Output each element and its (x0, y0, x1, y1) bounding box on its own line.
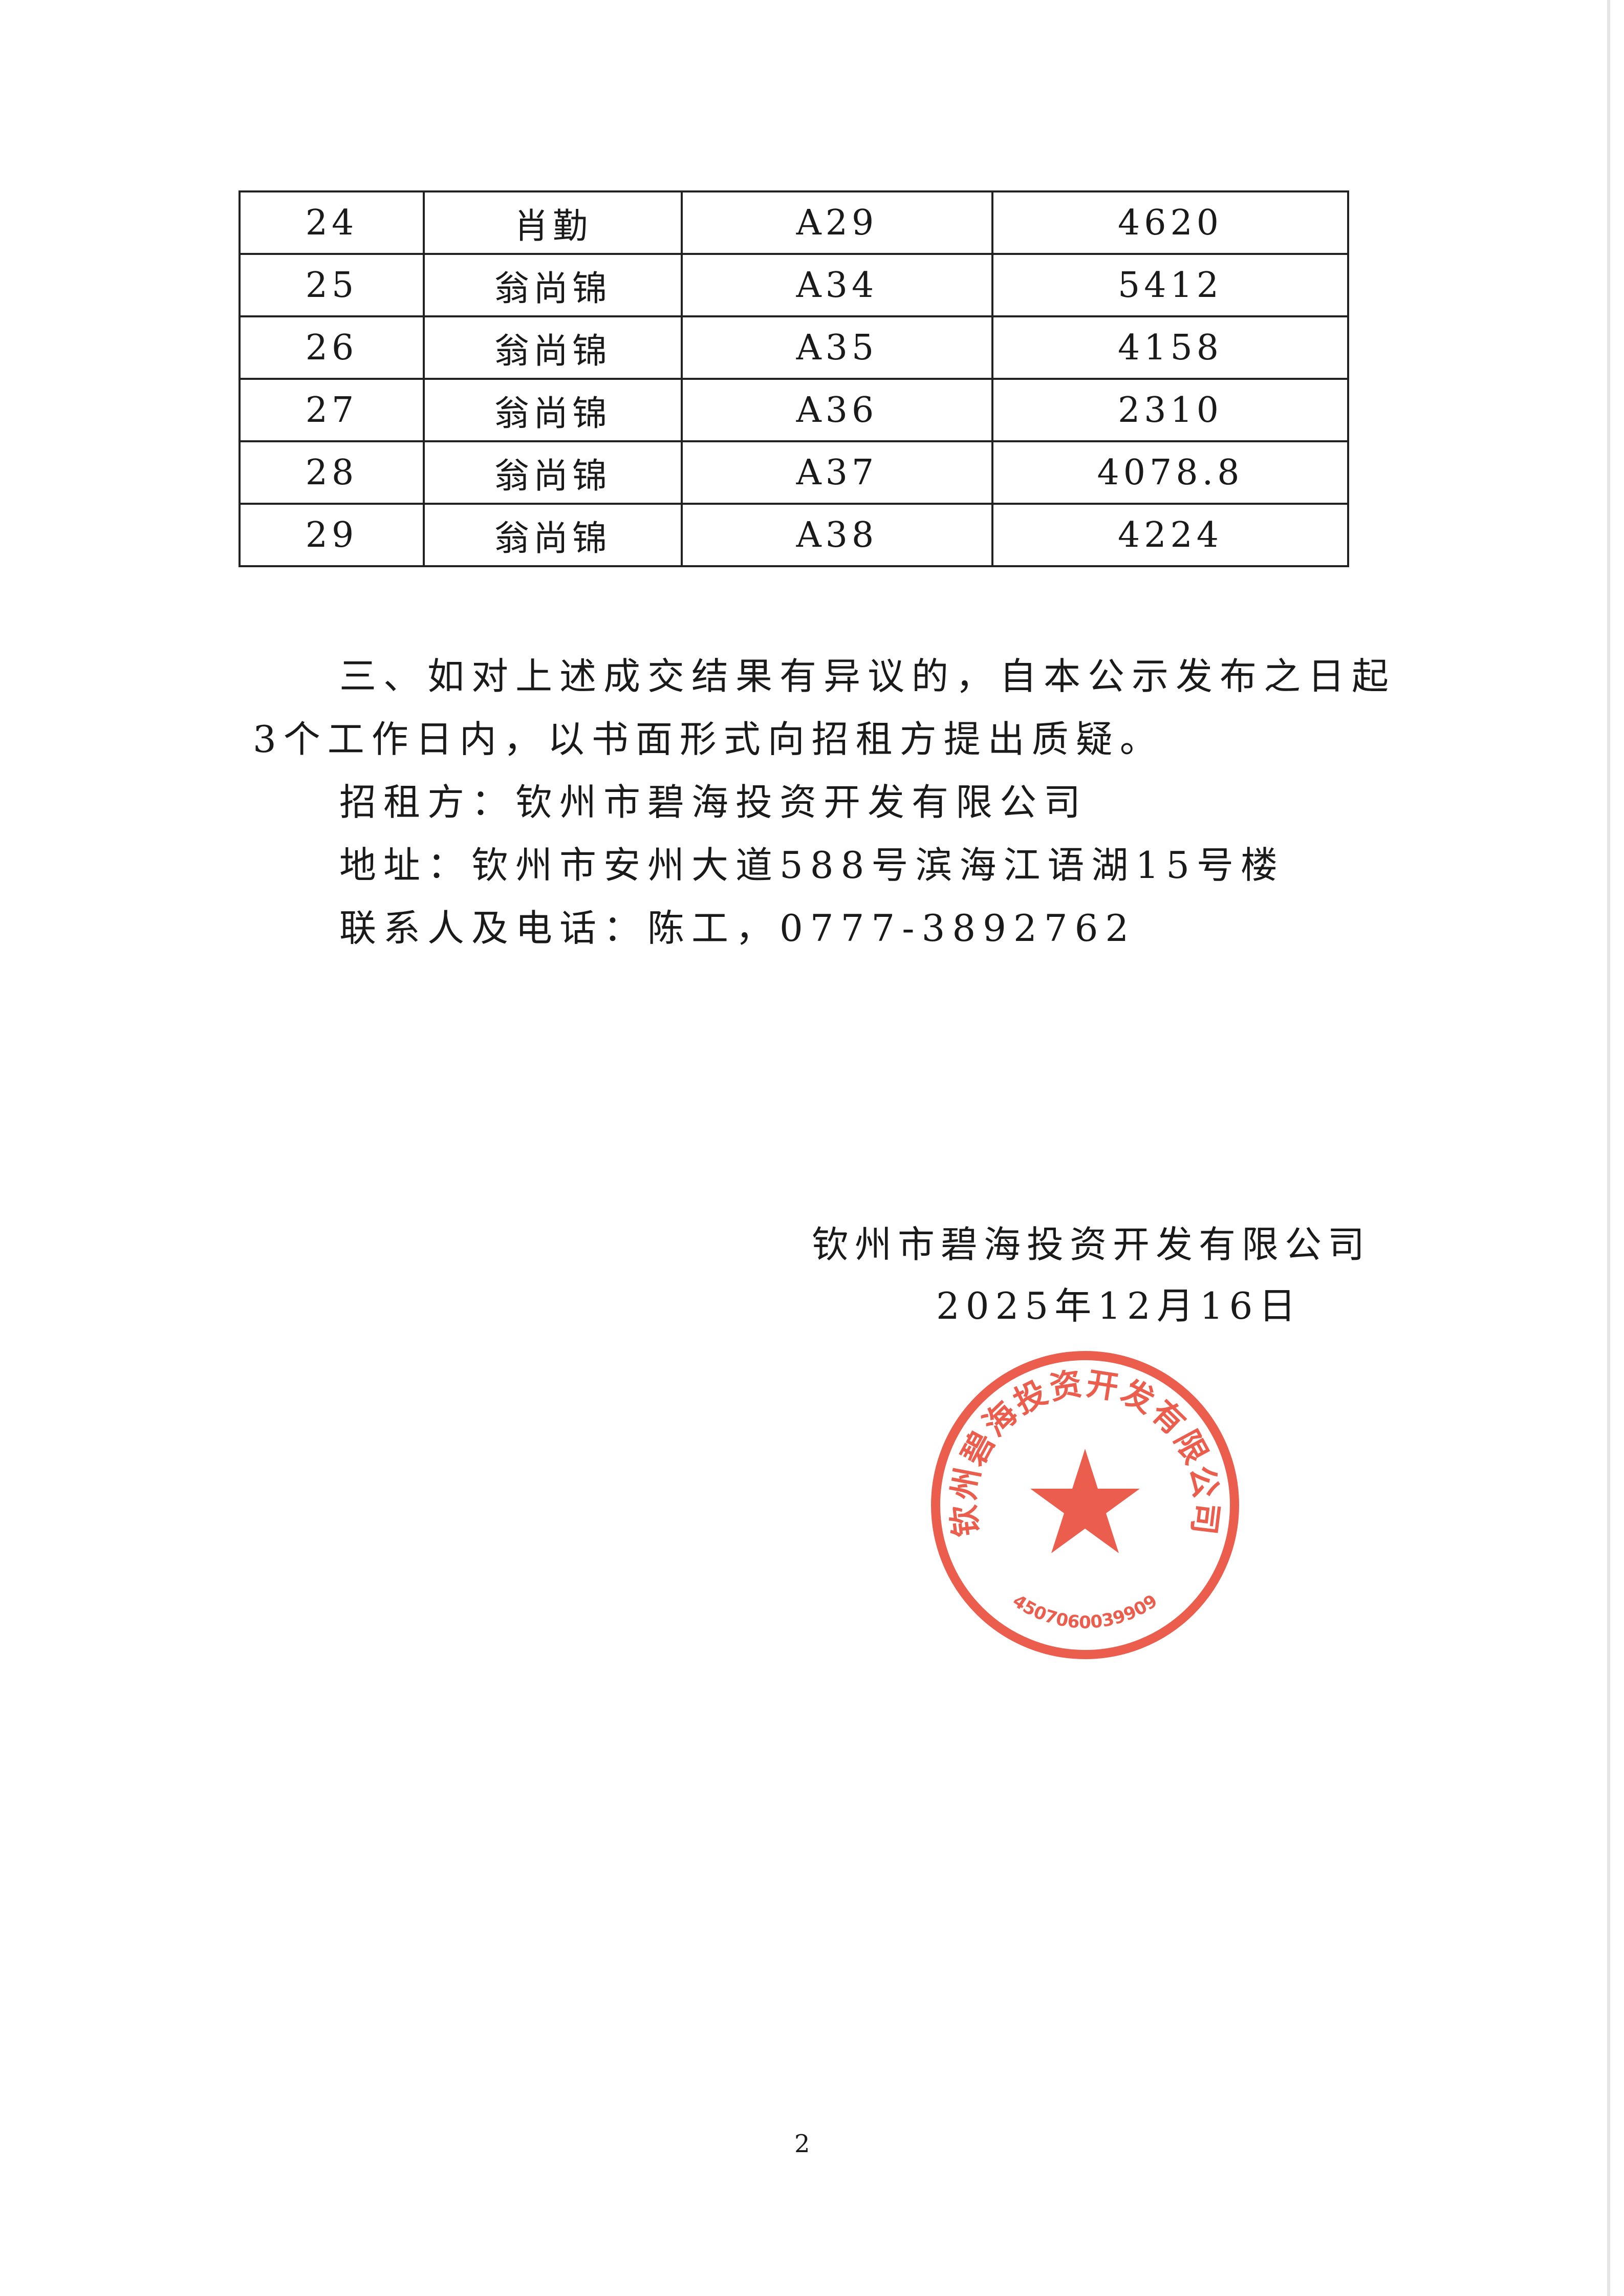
row-number-cell: 25 (239, 253, 425, 317)
seal-ring (931, 1351, 1239, 1659)
price-cell: 4078.8 (991, 440, 1349, 505)
unit-code-cell: A38 (681, 503, 993, 567)
unit-code-cell: A37 (681, 440, 993, 505)
seal-star-icon (1030, 1449, 1140, 1553)
signature-company: 钦州市碧海投资开发有限公司 (812, 1223, 1371, 1266)
lessee-name-cell: 肖勤 (423, 190, 683, 255)
seal-code: 4507060039909 (1009, 1591, 1161, 1633)
lease-result-table: 24 肖勤 A29 4620 25 翁尚锦 A34 5412 26 翁尚锦 A35 4158 27 翁尚锦… (239, 190, 1349, 567)
unit-code-cell: A34 (681, 253, 993, 317)
table-row: 27 翁尚锦 A36 2310 (239, 378, 1349, 442)
row-number-cell: 28 (239, 440, 425, 505)
contact-line: 联系人及电话：陈工，0777-3892762 (339, 907, 1136, 950)
price-cell: 4224 (991, 503, 1349, 567)
company-seal: 钦州碧海投资开发有限公司 4507060039909 (931, 1351, 1239, 1659)
address-line: 地址：钦州市安州大道588号滨海江语湖15号楼 (339, 844, 1285, 887)
table-row: 29 翁尚锦 A38 4224 (239, 503, 1349, 567)
page-number: 2 (794, 2130, 810, 2158)
lessor-line: 招租方：钦州市碧海投资开发有限公司 (339, 781, 1088, 824)
unit-code-cell: A35 (681, 315, 993, 380)
price-cell: 2310 (991, 378, 1349, 442)
lessee-name-cell: 翁尚锦 (423, 440, 683, 505)
objection-paragraph-line2: 3个工作日内，以书面形式向招租方提出质疑。 (253, 718, 1164, 761)
row-number-cell: 26 (239, 315, 425, 380)
unit-code-cell: A36 (681, 378, 993, 442)
price-cell: 5412 (991, 253, 1349, 317)
row-number-cell: 29 (239, 503, 425, 567)
row-number-cell: 27 (239, 378, 425, 442)
objection-paragraph-line1: 三、如对上述成交结果有异议的，自本公示发布之日起 (339, 655, 1396, 698)
unit-code-cell: A29 (681, 190, 993, 255)
lessee-name-cell: 翁尚锦 (423, 253, 683, 317)
price-cell: 4158 (991, 315, 1349, 380)
signature-date: 2025年12月16日 (936, 1284, 1302, 1327)
row-number-cell: 24 (239, 190, 425, 255)
table-row: 25 翁尚锦 A34 5412 (239, 253, 1349, 317)
table-row: 28 翁尚锦 A37 4078.8 (239, 440, 1349, 505)
lessee-name-cell: 翁尚锦 (423, 315, 683, 380)
price-cell: 4620 (991, 190, 1349, 255)
table-row: 24 肖勤 A29 4620 (239, 190, 1349, 255)
scan-edge (1607, 0, 1610, 2296)
lessee-name-cell: 翁尚锦 (423, 503, 683, 567)
lessee-name-cell: 翁尚锦 (423, 378, 683, 442)
table-row: 26 翁尚锦 A35 4158 (239, 315, 1349, 380)
